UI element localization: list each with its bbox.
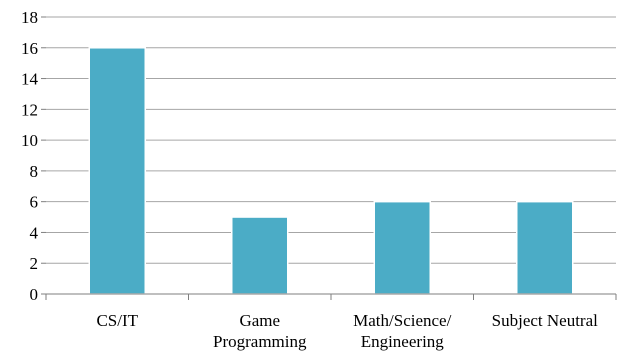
bar [88,47,146,295]
bar [373,200,431,295]
y-tick-label: 6 [30,193,39,212]
x-tick-label: CS/IT [96,311,138,330]
axes [41,16,617,300]
y-tick-label: 8 [30,162,39,181]
x-tick-label-line: Engineering [361,332,445,351]
x-tick-label-line: CS/IT [96,311,138,330]
y-tick-label: 4 [30,223,39,242]
y-tick-label: 12 [21,100,38,119]
x-tick-label-line: Game [239,311,280,330]
x-tick-label: Game Programming [213,311,307,351]
y-tick-label: 14 [21,70,39,89]
y-tick-label: 0 [30,285,39,304]
x-tick-label: Math/Science/Engineering [353,311,451,351]
x-tick-label: Subject Neutral [492,311,598,330]
x-tick-label-line: Math/Science/ [353,311,451,330]
y-tick-label: 18 [21,8,38,27]
bar [231,216,289,295]
x-tick-label-line: Subject Neutral [492,311,598,330]
bar [516,200,574,295]
bars [88,47,574,295]
y-tick-label: 2 [30,254,39,273]
y-tick-label: 16 [21,39,38,58]
y-tick-labels: 0 2 4 6 8 10 12 14 16 18 [21,8,39,304]
y-tick-label: 10 [21,131,38,150]
x-tick-label-line: Programming [213,332,307,351]
x-tick-labels: CS/IT Game Programming Math/Science/Enginee… [96,311,598,351]
